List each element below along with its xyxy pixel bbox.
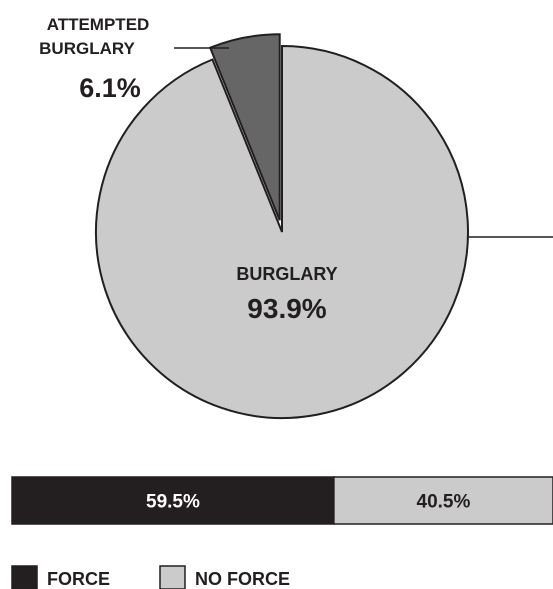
bar-segment-force (11, 476, 335, 525)
pie-slice-0 (95, 44, 469, 419)
pie-slice-1-label-line-1: ATTEMPTED (47, 15, 150, 34)
legend-swatch-force (11, 565, 38, 589)
pie-slice-0-label: BURGLARY (236, 264, 337, 284)
stacked-bar-chart: 59.5% 40.5% (11, 476, 553, 525)
bar-segment-label-force: 59.5% (146, 492, 200, 513)
bar-segment-label-no-force: 40.5% (417, 492, 471, 513)
pie-slice-1-label-line-2: BURGLARY (39, 39, 135, 58)
legend: FORCE NO FORCE (11, 565, 290, 589)
bar-segment-no-force (333, 476, 553, 525)
pie-slice-0-value-label: 93.9% (247, 293, 326, 324)
legend-label-no-force: NO FORCE (195, 569, 290, 589)
legend-label-force: FORCE (47, 569, 110, 589)
pie-chart: BURGLARY 93.9% ATTEMPTED BURGLARY 6.1% (39, 15, 553, 419)
legend-swatch-no-force (159, 565, 186, 589)
pie-slice-1-value-label: 6.1% (79, 73, 141, 103)
